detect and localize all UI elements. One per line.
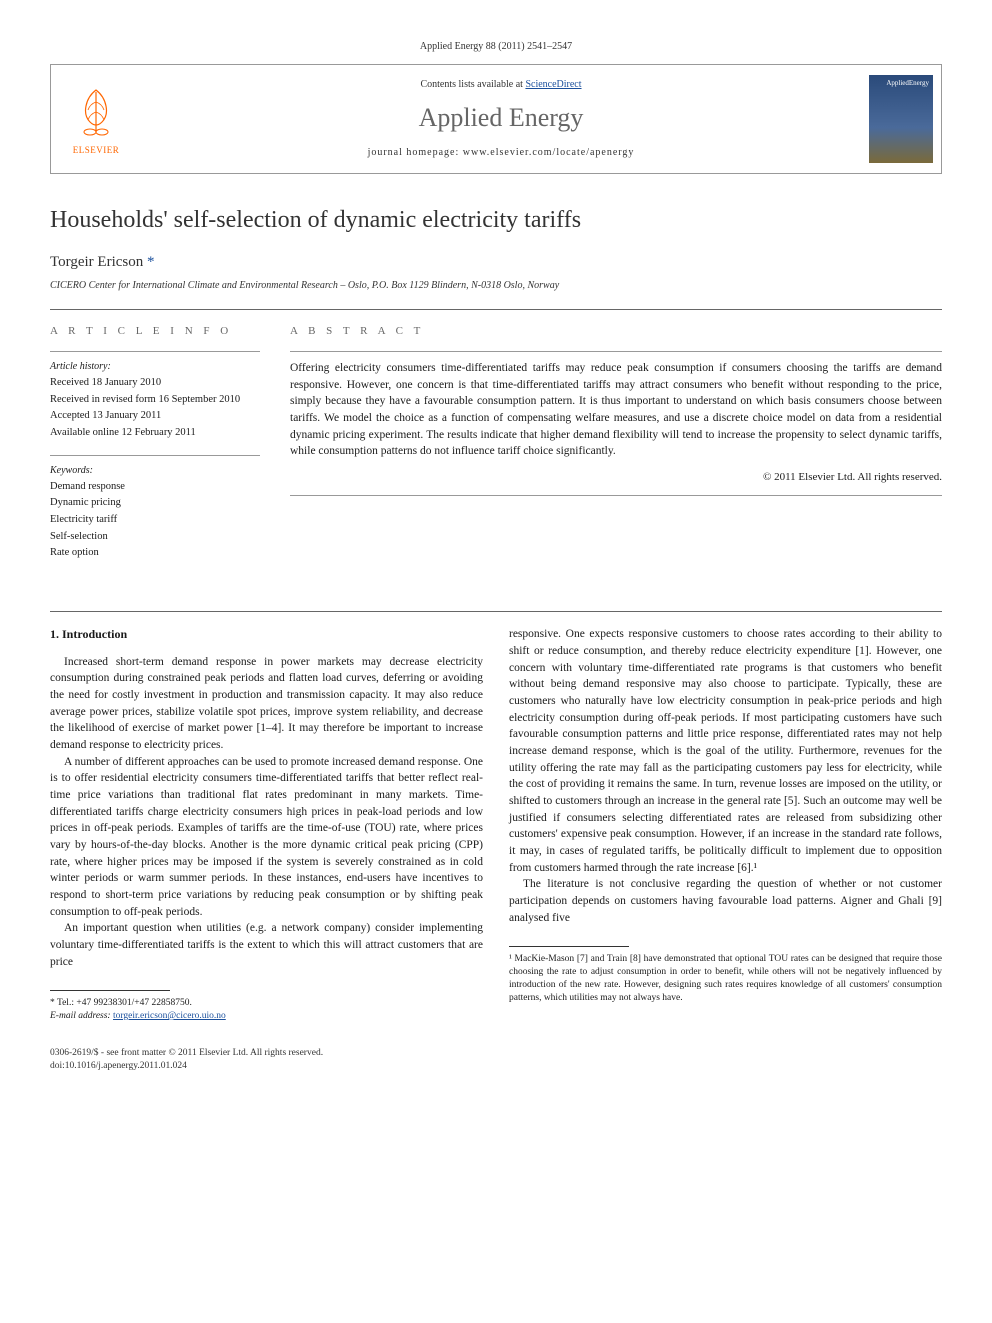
homepage-url[interactable]: www.elsevier.com/locate/apenergy bbox=[463, 147, 635, 158]
journal-header: ELSEVIER Contents lists available at Sci… bbox=[50, 64, 942, 174]
publisher-name: ELSEVIER bbox=[73, 144, 120, 157]
body-para-l1: A number of different approaches can be … bbox=[50, 754, 483, 921]
history-1: Received in revised form 16 September 20… bbox=[50, 393, 260, 408]
cover-image: AppliedEnergy bbox=[869, 75, 933, 163]
keyword-3: Self-selection bbox=[50, 530, 260, 545]
journal-name: Applied Energy bbox=[419, 100, 584, 136]
info-divider bbox=[50, 351, 260, 352]
publisher-logo[interactable]: ELSEVIER bbox=[51, 65, 141, 173]
author-name[interactable]: Torgeir Ericson bbox=[50, 254, 143, 270]
info-heading: A R T I C L E I N F O bbox=[50, 324, 260, 339]
corresponding-marker[interactable]: * bbox=[147, 254, 155, 270]
corresponding-footnote: * Tel.: +47 99238301/+47 22858750. E-mai… bbox=[50, 997, 483, 1023]
article-history: Article history: Received 18 January 201… bbox=[50, 360, 260, 441]
affiliation: CICERO Center for International Climate … bbox=[50, 279, 942, 293]
footnote-tel: * Tel.: +47 99238301/+47 22858750. bbox=[50, 997, 483, 1010]
abstract-column: A B S T R A C T Offering electricity con… bbox=[290, 324, 942, 576]
issn-line: 0306-2619/$ - see front matter © 2011 El… bbox=[50, 1047, 942, 1060]
keyword-2: Electricity tariff bbox=[50, 513, 260, 528]
keyword-1: Dynamic pricing bbox=[50, 496, 260, 511]
sciencedirect-link[interactable]: ScienceDirect bbox=[525, 79, 581, 90]
history-2: Accepted 13 January 2011 bbox=[50, 409, 260, 424]
footnote-email-label: E-mail address: bbox=[50, 1011, 111, 1021]
author-line: Torgeir Ericson * bbox=[50, 252, 942, 273]
homepage-line: journal homepage: www.elsevier.com/locat… bbox=[368, 146, 635, 160]
keyword-0: Demand response bbox=[50, 480, 260, 495]
page-footer: 0306-2619/$ - see front matter © 2011 El… bbox=[50, 1047, 942, 1074]
footnote-1: ¹ MacKie-Mason [7] and Train [8] have de… bbox=[509, 953, 942, 1004]
article-title: Households' self-selection of dynamic el… bbox=[50, 204, 942, 238]
keyword-4: Rate option bbox=[50, 546, 260, 561]
footnote-separator-right bbox=[509, 946, 629, 947]
journal-cover[interactable]: AppliedEnergy bbox=[861, 65, 941, 173]
info-abstract-row: A R T I C L E I N F O Article history: R… bbox=[50, 324, 942, 576]
body-para-l0: Increased short-term demand response in … bbox=[50, 654, 483, 754]
info-divider-2 bbox=[50, 455, 260, 456]
abstract-text: Offering electricity consumers time-diff… bbox=[290, 360, 942, 460]
body-columns: 1. Introduction Increased short-term dem… bbox=[50, 626, 942, 1023]
keywords-block: Keywords: Demand response Dynamic pricin… bbox=[50, 464, 260, 561]
body-para-r0: responsive. One expects responsive custo… bbox=[509, 626, 942, 876]
footnote-separator-left bbox=[50, 990, 170, 991]
body-para-r1: The literature is not conclusive regardi… bbox=[509, 876, 942, 926]
citation-line: Applied Energy 88 (2011) 2541–2547 bbox=[50, 40, 942, 54]
cover-title: AppliedEnergy bbox=[886, 79, 929, 89]
divider-mid bbox=[50, 611, 942, 612]
header-center: Contents lists available at ScienceDirec… bbox=[141, 65, 861, 173]
section-heading: 1. Introduction bbox=[50, 626, 483, 643]
abstract-divider-bottom bbox=[290, 495, 942, 496]
history-label: Article history: bbox=[50, 360, 260, 374]
abstract-divider bbox=[290, 351, 942, 352]
doi-line: doi:10.1016/j.apenergy.2011.01.024 bbox=[50, 1060, 942, 1073]
keywords-label: Keywords: bbox=[50, 464, 260, 478]
article-info: A R T I C L E I N F O Article history: R… bbox=[50, 324, 260, 576]
history-3: Available online 12 February 2011 bbox=[50, 426, 260, 441]
divider-top bbox=[50, 309, 942, 310]
contents-line: Contents lists available at ScienceDirec… bbox=[420, 78, 581, 92]
body-right-column: responsive. One expects responsive custo… bbox=[509, 626, 942, 1023]
history-0: Received 18 January 2010 bbox=[50, 376, 260, 391]
homepage-prefix: journal homepage: bbox=[368, 147, 463, 158]
footnote-email[interactable]: torgeir.ericson@cicero.uio.no bbox=[113, 1011, 226, 1021]
body-left-column: 1. Introduction Increased short-term dem… bbox=[50, 626, 483, 1023]
elsevier-tree-icon bbox=[66, 82, 126, 142]
abstract-heading: A B S T R A C T bbox=[290, 324, 942, 339]
abstract-copyright: © 2011 Elsevier Ltd. All rights reserved… bbox=[290, 470, 942, 485]
contents-prefix: Contents lists available at bbox=[420, 79, 525, 90]
body-para-l2: An important question when utilities (e.… bbox=[50, 920, 483, 970]
